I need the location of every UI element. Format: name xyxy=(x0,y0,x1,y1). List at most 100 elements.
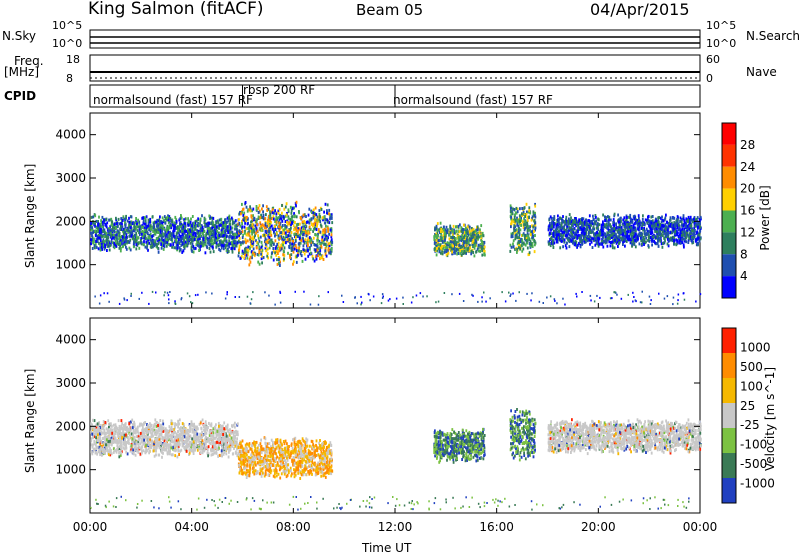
power-cell xyxy=(106,232,108,235)
power-cell xyxy=(556,241,558,244)
power-cell xyxy=(129,221,131,224)
power-cell xyxy=(619,228,621,231)
power-cell xyxy=(232,236,234,239)
power-noise xyxy=(546,297,548,299)
power-cell xyxy=(158,251,160,254)
power-cell xyxy=(90,222,92,225)
power-cell xyxy=(94,222,96,225)
power-noise xyxy=(250,302,252,304)
power-cell xyxy=(263,256,265,259)
power-cell xyxy=(692,220,694,223)
power-cell xyxy=(286,221,288,224)
power-cell xyxy=(331,221,333,224)
power-noise xyxy=(382,293,384,295)
power-cell xyxy=(482,242,484,245)
power-cell xyxy=(291,218,293,221)
power-cell xyxy=(275,216,277,219)
power-cell xyxy=(129,247,131,250)
power-cell xyxy=(93,242,95,245)
power-cell xyxy=(683,214,685,217)
power-cell xyxy=(262,204,264,207)
power-cell xyxy=(604,219,606,222)
power-cell xyxy=(268,230,270,233)
power-cell xyxy=(244,217,246,220)
power-cell xyxy=(164,232,166,235)
power-cell xyxy=(95,240,97,243)
power-cell xyxy=(700,226,702,229)
power-cell xyxy=(296,247,298,250)
power-cell xyxy=(518,236,520,239)
power-cell xyxy=(160,243,162,246)
power-cell xyxy=(128,229,130,232)
power-cell xyxy=(320,242,322,245)
power-cell xyxy=(607,245,609,248)
power-cell xyxy=(149,221,151,224)
power-cell xyxy=(700,237,702,240)
power-cell xyxy=(174,216,176,219)
power-cell xyxy=(234,221,236,224)
power-cell xyxy=(328,252,330,255)
power-cell xyxy=(512,243,514,246)
power-cell xyxy=(531,219,533,222)
power-cell xyxy=(678,224,680,227)
power-cell xyxy=(615,226,617,229)
power-cell xyxy=(251,240,253,243)
power-cell xyxy=(229,223,231,226)
power-noise xyxy=(205,291,207,293)
power-cell xyxy=(604,223,606,226)
power-cell xyxy=(697,242,699,245)
power-noise xyxy=(650,299,652,301)
power-cell xyxy=(286,202,288,205)
power-cell xyxy=(131,215,133,218)
power-cell xyxy=(646,228,648,231)
power-cell xyxy=(479,231,481,234)
power-cell xyxy=(634,217,636,220)
power-cell xyxy=(518,246,520,249)
power-cell xyxy=(596,231,598,234)
power-cell xyxy=(249,258,251,261)
power-cell xyxy=(291,222,293,225)
power-cell xyxy=(447,241,449,244)
power-noise xyxy=(169,291,171,293)
power-cell xyxy=(118,243,120,246)
power-cell xyxy=(516,248,518,251)
power-cell xyxy=(602,214,604,217)
power-cell xyxy=(602,236,604,239)
power-cell xyxy=(205,218,207,221)
power-cell xyxy=(470,252,472,255)
power-cell xyxy=(311,218,313,221)
power-cell xyxy=(668,239,670,242)
power-cell xyxy=(137,237,139,240)
power-cell xyxy=(527,247,529,250)
power-cell xyxy=(294,221,296,224)
power-cell xyxy=(199,223,201,226)
power-cell xyxy=(650,222,652,225)
power-cell xyxy=(626,236,628,239)
power-cell xyxy=(260,253,262,256)
power-cell xyxy=(526,239,528,242)
power-cell xyxy=(323,216,325,219)
power-cell xyxy=(434,235,436,238)
power-cell xyxy=(606,220,608,223)
power-cell xyxy=(107,236,109,239)
power-cell xyxy=(664,217,666,220)
power-cell xyxy=(558,230,560,233)
power-cell xyxy=(655,222,657,225)
power-cell xyxy=(520,228,522,231)
power-cell xyxy=(100,249,102,252)
power-cell xyxy=(141,233,143,236)
power-cell xyxy=(316,228,318,231)
power-noise xyxy=(197,294,199,296)
power-cell xyxy=(595,222,597,225)
power-cell xyxy=(442,237,444,240)
power-cell xyxy=(328,247,330,250)
power-noise xyxy=(168,298,170,300)
power-cell xyxy=(455,243,457,246)
power-cell xyxy=(173,235,175,238)
power-cell xyxy=(102,226,104,229)
power-cell xyxy=(194,238,196,241)
power-cell xyxy=(628,216,630,219)
power-cell xyxy=(159,215,161,218)
power-cell xyxy=(154,232,156,235)
power-cell xyxy=(240,225,242,228)
